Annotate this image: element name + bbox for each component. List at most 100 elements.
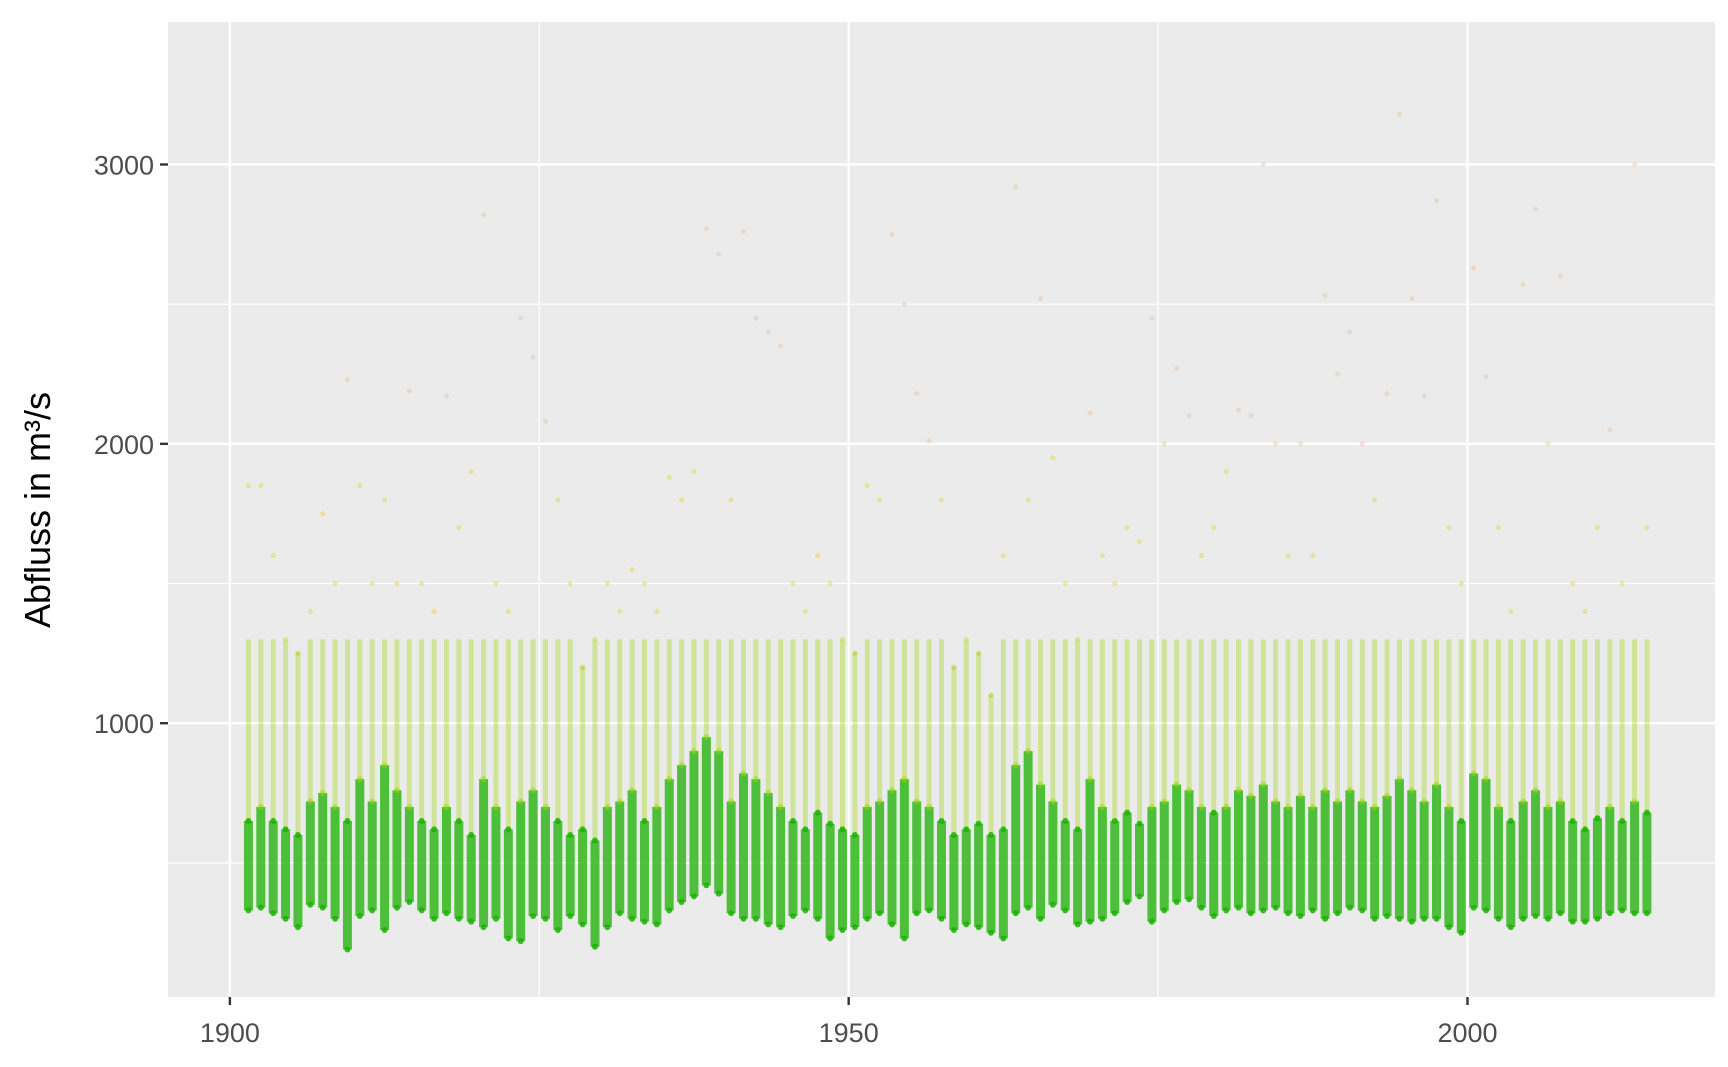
point-annual-typical	[1136, 820, 1143, 827]
point-annual-peak	[555, 497, 561, 503]
point-annual-low	[1223, 907, 1230, 914]
point-annual-typical	[307, 798, 314, 805]
point-annual-typical	[876, 798, 883, 805]
point-annual-typical	[975, 820, 982, 827]
point-annual-peak	[592, 636, 598, 642]
point-annual-peak	[456, 525, 462, 531]
point-annual-low	[641, 918, 648, 925]
point-annual-peak	[641, 581, 647, 587]
point-annual-typical	[1210, 809, 1217, 816]
point-annual-typical	[1297, 792, 1304, 799]
point-annual-low	[1037, 915, 1044, 922]
point-annual-peak	[406, 388, 412, 394]
point-annual-typical	[505, 826, 512, 833]
point-annual-typical	[393, 787, 400, 794]
point-annual-peak	[1471, 265, 1477, 271]
point-annual-typical	[814, 809, 821, 816]
point-annual-typical	[950, 831, 957, 838]
point-annual-peak	[1483, 374, 1489, 380]
point-annual-peak	[1112, 581, 1118, 587]
y-tick-label-2000: 2000	[94, 430, 154, 460]
point-annual-peak	[1434, 198, 1440, 204]
point-annual-low	[492, 915, 499, 922]
point-annual-peak	[1582, 608, 1588, 614]
point-annual-peak	[1248, 413, 1254, 419]
point-annual-low	[530, 912, 537, 919]
point-annual-low	[740, 915, 747, 922]
point-annual-peak	[1075, 636, 1081, 642]
point-annual-low	[1470, 904, 1477, 911]
point-annual-peak	[270, 553, 276, 559]
point-annual-peak	[877, 497, 883, 503]
point-annual-typical	[1421, 798, 1428, 805]
point-annual-peak	[1644, 525, 1650, 531]
point-annual-peak	[1310, 553, 1316, 559]
point-annual-peak	[1594, 525, 1600, 531]
point-annual-peak	[1396, 111, 1402, 117]
point-annual-low	[1000, 935, 1007, 942]
point-annual-low	[1309, 907, 1316, 914]
point-annual-peak	[394, 581, 400, 587]
point-annual-low	[480, 924, 487, 931]
point-annual-low	[938, 915, 945, 922]
point-annual-low	[1532, 912, 1539, 919]
point-annual-low	[1161, 907, 1168, 914]
point-annual-peak	[1545, 441, 1551, 447]
y-tick-label-1000: 1000	[94, 709, 154, 739]
point-annual-typical	[666, 776, 673, 783]
point-annual-low	[1235, 904, 1242, 911]
point-annual-low	[901, 935, 908, 942]
point-annual-peak	[1607, 427, 1613, 433]
point-annual-typical	[1433, 781, 1440, 788]
point-annual-peak	[1137, 539, 1143, 545]
point-annual-typical	[765, 790, 772, 797]
point-annual-low	[1272, 904, 1279, 911]
point-annual-typical	[356, 776, 363, 783]
point-annual-peak	[1520, 282, 1526, 288]
point-annual-typical	[1643, 809, 1650, 816]
point-annual-typical	[715, 748, 722, 755]
point-annual-typical	[827, 820, 834, 827]
point-annual-peak	[802, 608, 808, 614]
point-annual-low	[356, 912, 363, 919]
point-annual-typical	[1582, 826, 1589, 833]
point-annual-peak	[1297, 441, 1303, 447]
point-annual-peak	[839, 636, 845, 642]
point-annual-typical	[1124, 809, 1131, 816]
point-annual-low	[1136, 893, 1143, 900]
point-annual-typical	[839, 826, 846, 833]
point-annual-peak	[778, 343, 784, 349]
point-annual-low	[369, 907, 376, 914]
point-annual-typical	[653, 804, 660, 811]
point-annual-low	[1062, 907, 1069, 914]
point-annual-typical	[1186, 787, 1193, 794]
point-annual-peak	[604, 581, 610, 587]
point-annual-low	[1173, 899, 1180, 906]
point-annual-typical	[319, 790, 326, 797]
point-annual-low	[678, 899, 685, 906]
point-annual-typical	[888, 787, 895, 794]
point-annual-peak	[382, 497, 388, 503]
point-annual-low	[1322, 915, 1329, 922]
point-annual-typical	[1173, 781, 1180, 788]
point-annual-typical	[1012, 762, 1019, 769]
point-annual-peak	[245, 483, 251, 489]
point-annual-peak	[1508, 608, 1514, 614]
point-annual-peak	[1347, 329, 1353, 335]
point-annual-peak	[901, 301, 907, 307]
point-annual-peak	[926, 438, 932, 444]
point-annual-low	[257, 904, 264, 911]
data-points	[243, 111, 1652, 953]
point-annual-low	[653, 921, 660, 928]
point-annual-typical	[1470, 770, 1477, 777]
point-annual-typical	[1223, 804, 1230, 811]
point-annual-typical	[1322, 787, 1329, 794]
point-annual-typical	[690, 748, 697, 755]
point-annual-typical	[752, 776, 759, 783]
point-annual-typical	[703, 734, 710, 741]
point-annual-peak	[1619, 581, 1625, 587]
point-annual-typical	[1569, 817, 1576, 824]
point-annual-low	[505, 935, 512, 942]
point-annual-typical	[468, 831, 475, 838]
point-annual-low	[765, 921, 772, 928]
